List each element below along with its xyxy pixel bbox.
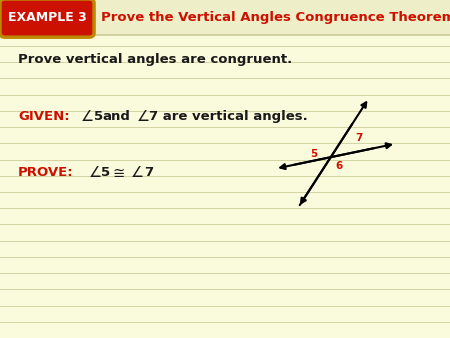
Text: $\angle$: $\angle$ (80, 109, 94, 124)
Text: GIVEN:: GIVEN: (18, 110, 70, 123)
Text: $\angle$: $\angle$ (88, 165, 101, 180)
Text: 5: 5 (310, 149, 317, 160)
Text: $\angle$: $\angle$ (130, 165, 144, 180)
Text: 6: 6 (335, 161, 342, 171)
Text: $\angle$: $\angle$ (136, 109, 149, 124)
Text: PROVE:: PROVE: (18, 166, 74, 179)
Text: Prove vertical angles are congruent.: Prove vertical angles are congruent. (18, 53, 292, 66)
Text: 5: 5 (101, 166, 110, 179)
Text: and: and (103, 110, 130, 123)
Text: 7: 7 (144, 166, 153, 179)
FancyBboxPatch shape (0, 0, 94, 37)
Text: Prove the Vertical Angles Congruence Theorem: Prove the Vertical Angles Congruence The… (101, 11, 450, 24)
Text: $\cong$: $\cong$ (110, 165, 126, 180)
Text: 5: 5 (94, 110, 103, 123)
Text: 7: 7 (355, 132, 362, 143)
Bar (0, 0, 450, 35)
Text: EXAMPLE 3: EXAMPLE 3 (8, 11, 86, 24)
Text: 7 are vertical angles.: 7 are vertical angles. (149, 110, 308, 123)
